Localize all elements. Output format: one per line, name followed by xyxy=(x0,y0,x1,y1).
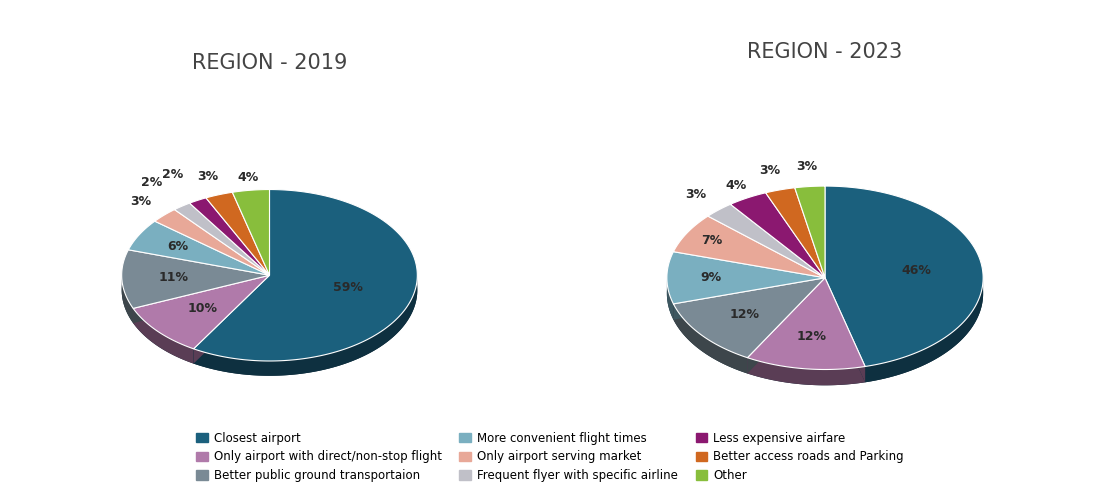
Polygon shape xyxy=(129,221,270,275)
Text: 10%: 10% xyxy=(187,302,218,315)
Text: 2%: 2% xyxy=(162,168,183,181)
Text: 2%: 2% xyxy=(141,176,162,189)
Polygon shape xyxy=(673,278,825,320)
Polygon shape xyxy=(747,358,865,385)
Text: 3%: 3% xyxy=(684,188,706,202)
Polygon shape xyxy=(667,202,983,385)
Polygon shape xyxy=(747,278,865,370)
Polygon shape xyxy=(667,278,673,320)
Text: 9%: 9% xyxy=(701,271,722,284)
Polygon shape xyxy=(673,216,825,278)
Text: 6%: 6% xyxy=(167,241,189,253)
Polygon shape xyxy=(747,278,825,374)
Text: 46%: 46% xyxy=(901,264,931,277)
Polygon shape xyxy=(673,304,747,374)
Polygon shape xyxy=(133,275,270,349)
Polygon shape xyxy=(667,251,825,304)
Title: REGION - 2023: REGION - 2023 xyxy=(747,42,903,62)
Text: 3%: 3% xyxy=(197,170,219,183)
Polygon shape xyxy=(825,278,865,382)
Polygon shape xyxy=(155,210,270,275)
Polygon shape xyxy=(673,278,825,320)
Polygon shape xyxy=(825,278,865,382)
Polygon shape xyxy=(122,276,133,323)
Polygon shape xyxy=(133,275,270,323)
Polygon shape xyxy=(189,198,270,275)
Polygon shape xyxy=(206,192,270,275)
Polygon shape xyxy=(122,250,270,308)
Polygon shape xyxy=(232,190,270,275)
Text: 59%: 59% xyxy=(333,281,363,294)
Polygon shape xyxy=(708,204,825,278)
Legend: Closest airport, Only airport with direct/non-stop flight, Better public ground : Closest airport, Only airport with direc… xyxy=(191,427,909,487)
Polygon shape xyxy=(730,193,825,278)
Polygon shape xyxy=(194,190,417,361)
Polygon shape xyxy=(865,278,983,382)
Text: 12%: 12% xyxy=(796,330,827,344)
Polygon shape xyxy=(825,186,983,367)
Text: 3%: 3% xyxy=(759,164,781,177)
Polygon shape xyxy=(194,275,270,364)
Title: REGION - 2019: REGION - 2019 xyxy=(191,53,348,73)
Text: 3%: 3% xyxy=(796,160,817,173)
Polygon shape xyxy=(673,278,825,358)
Polygon shape xyxy=(194,276,417,376)
Text: 7%: 7% xyxy=(702,235,723,248)
Polygon shape xyxy=(194,275,270,364)
Text: 4%: 4% xyxy=(725,179,747,192)
Polygon shape xyxy=(133,308,194,364)
Text: 12%: 12% xyxy=(729,308,760,321)
Text: 11%: 11% xyxy=(158,271,188,284)
Polygon shape xyxy=(747,278,825,374)
Text: 4%: 4% xyxy=(238,171,258,184)
Polygon shape xyxy=(175,203,270,275)
Text: 3%: 3% xyxy=(131,195,152,208)
Polygon shape xyxy=(122,204,417,376)
Polygon shape xyxy=(766,188,825,278)
Polygon shape xyxy=(133,275,270,323)
Polygon shape xyxy=(795,186,825,278)
